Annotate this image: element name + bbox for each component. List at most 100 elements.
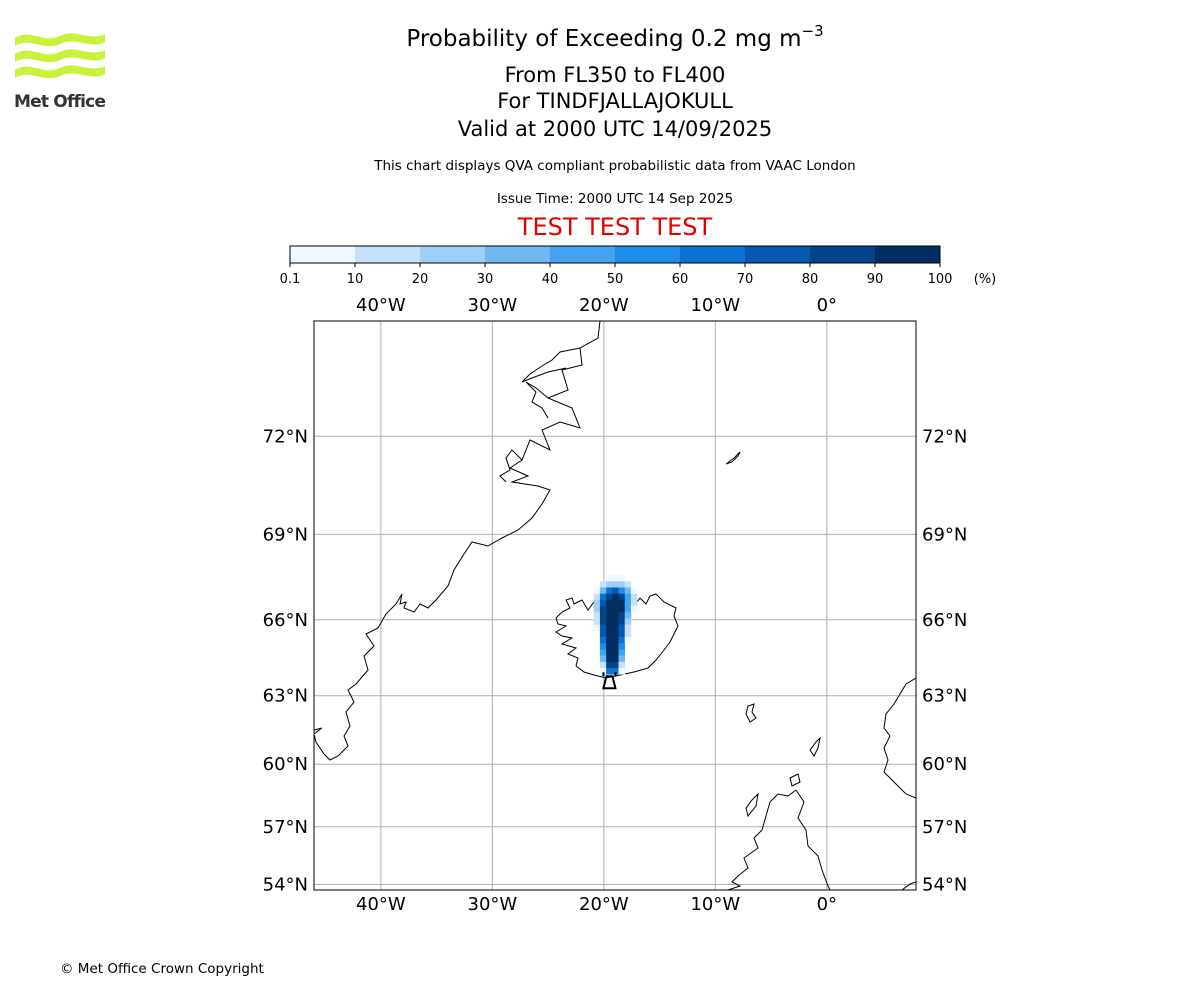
plume-cell	[618, 599, 626, 607]
chart-description: This chart displays QVA compliant probab…	[374, 158, 856, 174]
plume-cell	[612, 624, 619, 632]
latitude-label-right: 57°N	[922, 817, 967, 838]
plume-cell	[612, 668, 619, 675]
latitude-label-left: 66°N	[263, 610, 308, 631]
latitude-label-right: 60°N	[922, 754, 967, 775]
plume-cell	[630, 606, 638, 613]
plume-cell	[606, 599, 613, 607]
colorbar-cell	[290, 246, 356, 263]
colorbar-cell	[615, 246, 681, 263]
plume-cell	[612, 618, 619, 625]
plume-cell	[624, 612, 632, 619]
map: 40°W 40°W 30°W 30°W 20°W 20°W 10°W 10°W 0° 0° 72°N…	[263, 295, 968, 915]
plume-cell	[612, 649, 619, 656]
colorbar-cell	[680, 246, 746, 263]
colorbar-tick-label: 40	[542, 272, 559, 287]
chart-title-exponent: −3	[801, 22, 824, 40]
copyright-notice: © Met Office Crown Copyright	[60, 961, 264, 977]
plume-cell	[618, 661, 626, 669]
chart-title-text: Probability of Exceeding 0.2 mg m	[406, 26, 802, 52]
plume-cell	[612, 599, 619, 607]
colorbar-tick-label: 80	[802, 272, 819, 287]
plume-cell	[606, 606, 613, 613]
greenland-fjord-1	[521, 347, 581, 383]
plume-cell	[624, 606, 632, 613]
colorbar-tick-label: 70	[737, 272, 754, 287]
jan-mayen-coastline	[725, 451, 741, 465]
plume-cell	[612, 612, 619, 619]
plume-cell	[599, 593, 607, 601]
plume-cell	[599, 612, 607, 619]
colorbar-cell	[355, 246, 421, 263]
met-office-logo-text: Met Office	[14, 92, 106, 112]
plume-cell	[624, 624, 632, 632]
latitude-label-left: 60°N	[263, 754, 308, 775]
plume-cell	[599, 587, 607, 594]
plume-cell	[612, 655, 619, 663]
plume-cell	[618, 649, 626, 656]
plume-cell	[618, 643, 626, 650]
plume-cell	[599, 668, 607, 675]
plume-cell	[606, 661, 613, 669]
longitude-label-top: 10°W	[690, 295, 740, 316]
colorbar: 0.1 10 20 30 40 50 60 70 80 90 100 (%)	[280, 245, 996, 287]
longitude-label-bottom: 20°W	[579, 894, 629, 915]
colorbar-tick-label: 90	[867, 272, 884, 287]
plume-cell	[612, 593, 619, 601]
plume-cell	[606, 593, 613, 601]
plume-cell	[612, 637, 619, 644]
greenland-fjord-2	[525, 381, 549, 419]
plume-cell	[606, 637, 613, 644]
plume-cell	[624, 587, 632, 594]
plume-cell	[593, 612, 601, 619]
plume-cell	[612, 587, 619, 594]
longitude-label-bottom: 40°W	[356, 894, 406, 915]
plume-cell	[599, 599, 607, 607]
scotland-coastline	[727, 789, 831, 890]
colorbar-tick-label: 20	[412, 272, 429, 287]
plume-cell	[618, 655, 626, 663]
plume-cell	[606, 587, 613, 594]
plume-cell	[599, 661, 607, 669]
greenland-fjord-3	[499, 449, 523, 483]
plume-cell	[599, 606, 607, 613]
plume-cell	[599, 643, 607, 650]
plume-cell	[606, 649, 613, 656]
plume-cell	[624, 593, 632, 601]
latitude-label-right: 54°N	[922, 874, 967, 895]
plume-cell	[593, 618, 601, 625]
plume-cell	[618, 581, 626, 588]
plume-cell	[593, 606, 601, 613]
plume-cell	[624, 599, 632, 607]
plume-cell	[606, 575, 613, 582]
latitude-label-left: 57°N	[263, 817, 308, 838]
issue-time: Issue Time: 2000 UTC 14 Sep 2025	[496, 191, 734, 207]
orkney-coastline	[789, 773, 801, 787]
colorbar-tick-label: 10	[347, 272, 364, 287]
plume-cell	[606, 630, 613, 638]
plume-cell	[612, 643, 619, 650]
plume-cell	[618, 606, 626, 613]
met-office-wave-logo-icon	[15, 33, 105, 79]
latitude-label-left: 63°N	[263, 686, 308, 707]
plume-cell	[606, 668, 613, 675]
latitude-label-left: 54°N	[263, 874, 308, 895]
colorbar-cell	[810, 246, 876, 263]
longitude-label-top: 20°W	[579, 295, 629, 316]
plume-cell	[593, 599, 601, 607]
plume-cell	[618, 637, 626, 644]
latitude-label-right: 66°N	[922, 610, 967, 631]
chart-title: Probability of Exceeding 0.2 mg m−3	[0, 24, 1200, 53]
latitude-label-left: 72°N	[263, 426, 308, 447]
plume-cell	[599, 624, 607, 632]
faroe-islands-coastline	[745, 703, 757, 723]
plume-cell	[618, 618, 626, 625]
plume-cell	[599, 637, 607, 644]
plume-cell	[612, 581, 619, 588]
hebrides-coastline	[745, 792, 759, 818]
longitude-label-top: 30°W	[468, 295, 518, 316]
colorbar-tick-label: 30	[477, 272, 494, 287]
plume-cell	[618, 668, 626, 675]
colorbar-tick-label: 50	[607, 272, 624, 287]
plume-cell	[606, 624, 613, 632]
